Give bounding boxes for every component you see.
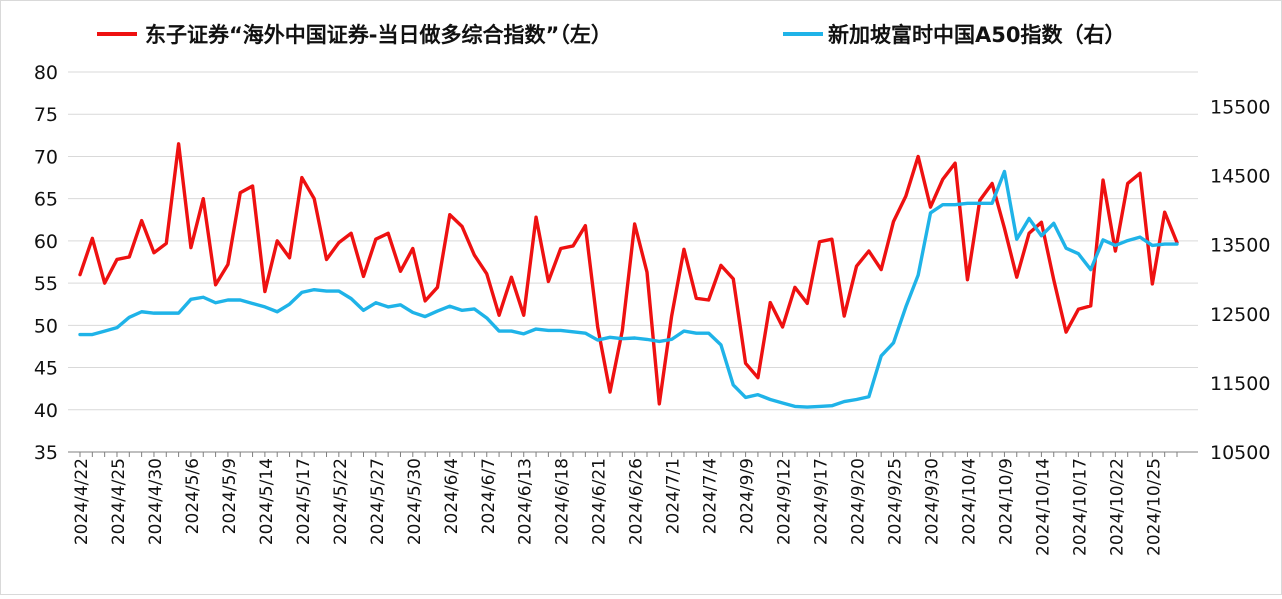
x-tick-label: 2024/10/25 <box>1144 458 1164 556</box>
right-tick-label: 11500 <box>1210 373 1270 395</box>
x-tick-label: 2024/5/27 <box>368 458 388 545</box>
x-tick-label: 2024/10/22 <box>1107 458 1127 556</box>
x-tick-label: 2024/6/7 <box>479 458 499 534</box>
x-tick-label: 2024/9/12 <box>775 458 795 545</box>
left-tick-label: 70 <box>34 146 58 168</box>
x-tick-label: 2024/4/25 <box>109 458 129 545</box>
left-tick-label: 40 <box>34 400 58 422</box>
x-tick-label: 2024/6/4 <box>442 458 462 534</box>
x-tick-label: 2024/10/4 <box>959 458 979 545</box>
x-tick-label: 2024/7/1 <box>664 458 684 534</box>
x-tick-label: 2024/6/18 <box>553 458 573 545</box>
x-tick-label: 2024/9/30 <box>922 458 942 545</box>
x-axis: 2024/4/22 2024/4/25 2024/4/30 2024/5/6 2024/… <box>68 451 1198 556</box>
left-tick-label: 75 <box>34 104 58 126</box>
x-tick-label: 2024/9/20 <box>849 458 869 545</box>
x-tick-label: 2024/10/17 <box>1070 458 1090 556</box>
x-tick-label: 2024/10/14 <box>1033 458 1053 556</box>
x-tick-label: 2024/5/6 <box>183 458 203 534</box>
x-tick-label: 2024/4/22 <box>72 458 92 545</box>
series-line-long-index <box>78 142 1179 406</box>
left-tick-label: 65 <box>34 189 58 211</box>
left-tick-label: 50 <box>34 315 58 337</box>
left-tick-label: 55 <box>34 273 58 295</box>
left-tick-label: 80 <box>34 62 58 84</box>
left-tick-label: 45 <box>34 358 58 380</box>
x-tick-label: 2024/9/25 <box>886 458 906 545</box>
x-tick-label: 2024/10/9 <box>996 458 1016 545</box>
x-tick-label: 2024/5/14 <box>257 458 277 545</box>
x-tick-label: 2024/6/21 <box>590 458 610 545</box>
right-tick-label: 10500 <box>1210 442 1270 464</box>
x-tick-label: 2024/9/9 <box>738 458 758 534</box>
x-tick-label: 2024/9/17 <box>812 458 832 545</box>
x-tick-label: 2024/4/30 <box>146 458 166 545</box>
legend-label-right-series: 新加坡富时中国A50指数（右） <box>828 23 1125 47</box>
left-axis: 35 40 45 50 55 60 65 70 75 80 <box>34 62 58 464</box>
x-tick-label: 2024/5/9 <box>220 458 240 534</box>
x-tick-label: 2024/7/4 <box>701 458 721 534</box>
series-line-a50-index <box>78 169 1179 409</box>
right-tick-label: 13500 <box>1210 235 1270 257</box>
legend-label-left-series: 东子证券“海外中国证券-当日做多综合指数”（左） <box>145 23 612 47</box>
left-tick-label: 60 <box>34 231 58 253</box>
x-tick-label: 2024/5/30 <box>405 458 425 545</box>
x-tick-label: 2024/6/13 <box>516 458 536 545</box>
right-axis: 10500 11500 12500 13500 14500 15500 <box>1210 97 1270 464</box>
series-layer <box>78 142 1179 409</box>
x-tick-label: 2024/5/17 <box>294 458 314 545</box>
x-tick-label: 2024/5/22 <box>331 458 351 545</box>
left-tick-label: 35 <box>34 442 58 464</box>
right-tick-label: 12500 <box>1210 304 1270 326</box>
right-tick-label: 15500 <box>1210 97 1270 119</box>
x-tick-label: 2024/6/26 <box>627 458 647 545</box>
legend: 东子证券“海外中国证券-当日做多综合指数”（左） 新加坡富时中国A50指数（右） <box>97 23 1125 47</box>
right-tick-label: 14500 <box>1210 166 1270 188</box>
